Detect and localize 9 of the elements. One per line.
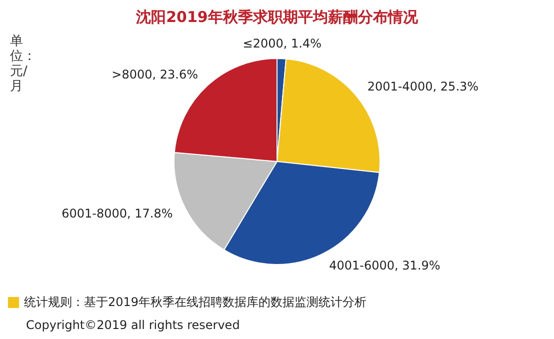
- text: 单位：元/月: [10, 34, 36, 94]
- chart-title: 沈阳2019年秋季求职期平均薪酬分布情况: [135, 8, 419, 27]
- slice-label: 6001-8000, 17.8%: [62, 206, 173, 221]
- slice-label: 4001-6000, 31.9%: [329, 258, 440, 272]
- text: Copyright©2019 all rights reserved: [26, 318, 240, 332]
- text: 统计规则：基于2019年秋季在线招聘数据库的数据监测统计分析: [24, 294, 367, 311]
- slice-label: 2001-4000, 25.3%: [367, 79, 479, 94]
- slice-label: ≤2000, 1.4%: [242, 36, 322, 51]
- slice-label: >8000, 23.6%: [112, 67, 198, 82]
